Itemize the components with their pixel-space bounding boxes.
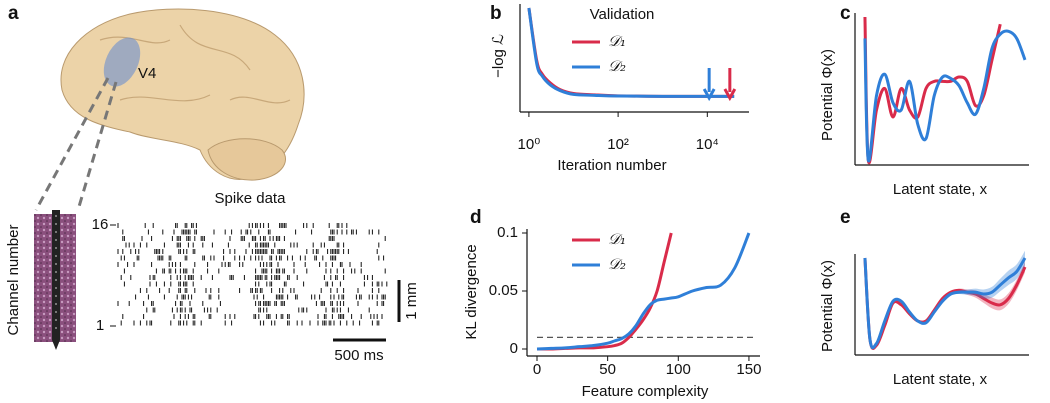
legend-label: 𝒟₁ [608, 230, 626, 248]
zoom-line [34, 77, 110, 211]
scale-label: 500 ms [334, 347, 383, 364]
arrow [723, 68, 737, 102]
panel-letter: c [840, 3, 851, 24]
x-axis-label: Latent state, x [893, 181, 988, 198]
series-line [863, 16, 1002, 165]
x-tick-label: 10⁰ [518, 136, 541, 153]
x-axis-label: Feature complexity [582, 383, 709, 400]
x-tick-label: 0 [533, 361, 541, 378]
panel-letter: d [470, 207, 482, 228]
cerebellum [207, 138, 287, 181]
series-line [863, 257, 1027, 350]
channel-label: 1 [96, 317, 104, 334]
x-axis-label: Latent state, x [893, 371, 988, 388]
chart-title: Validation [590, 6, 655, 23]
panel-letter: a [8, 3, 19, 24]
legend-label: 𝒟₁ [608, 32, 626, 50]
y-tick-label: 0.1 [497, 224, 518, 241]
scale-label: 1 mm [403, 282, 420, 320]
x-tick-label: 100 [666, 361, 691, 378]
v4-region [103, 37, 141, 87]
x-tick-label: 50 [599, 361, 616, 378]
region-label: V4 [138, 65, 156, 82]
x-axis-label: Iteration number [557, 157, 666, 174]
series-line [536, 232, 673, 351]
arrow [702, 68, 716, 102]
zoom-line [76, 81, 118, 211]
y-tick-label: 0 [510, 340, 518, 357]
series-line [527, 7, 735, 98]
y-axis-label: KL divergence [463, 244, 480, 339]
series-line [536, 232, 751, 351]
channel-label: 16 [92, 216, 109, 233]
panel-letter: b [490, 3, 502, 24]
panel-letter: e [840, 207, 851, 228]
y-tick-label: 0.05 [489, 282, 518, 299]
series-line [863, 257, 1027, 350]
series-line [863, 29, 1027, 163]
y-axis-label: Potential Φ(x) [819, 49, 836, 141]
raster-title: Spike data [215, 190, 287, 207]
x-tick-label: 10⁴ [696, 136, 719, 153]
y-axis-label: −log ℒ [490, 34, 507, 78]
y-axis-label: Potential Φ(x) [819, 260, 836, 352]
raster [117, 223, 388, 326]
sulci [99, 24, 291, 104]
y-axis-label: Channel number [5, 225, 22, 336]
x-tick-label: 150 [736, 361, 761, 378]
legend-label: 𝒟₂ [608, 57, 626, 75]
legend-label: 𝒟₂ [608, 255, 626, 273]
x-tick-label: 10² [607, 136, 629, 153]
